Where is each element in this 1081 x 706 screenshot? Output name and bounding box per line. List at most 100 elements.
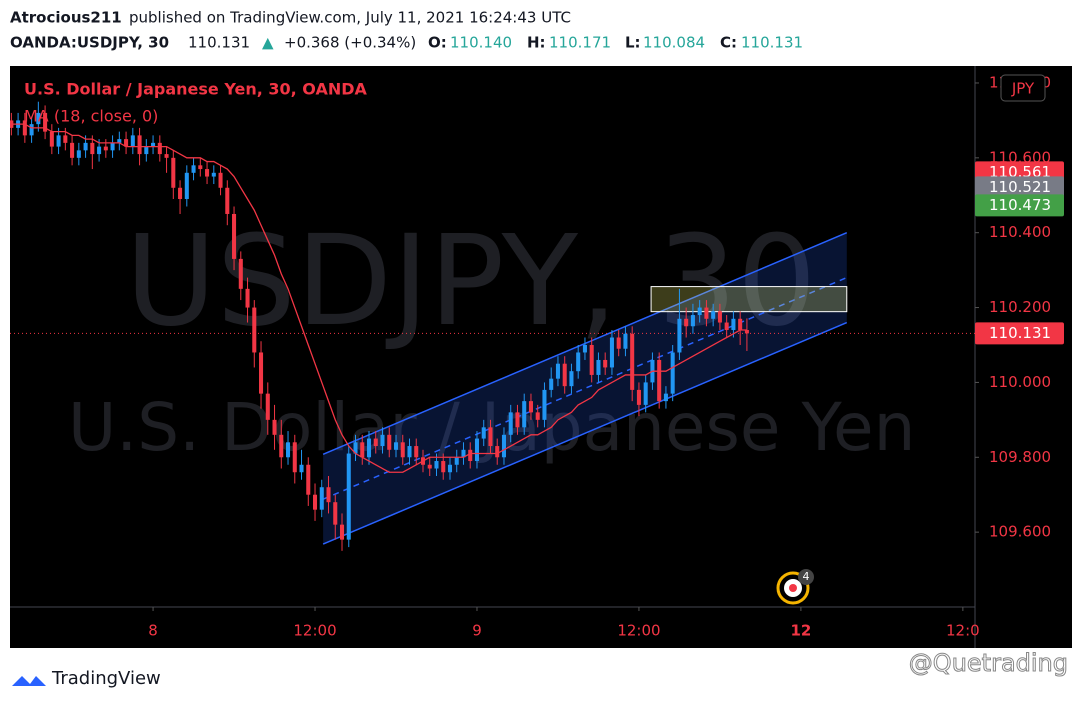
x-tick-label: 8 (148, 622, 158, 640)
candle-body (596, 359, 601, 375)
candle-body (738, 318, 743, 331)
alert-badge[interactable] (798, 569, 814, 585)
candle-body (157, 142, 162, 155)
candle-body (83, 142, 88, 151)
candle-body (124, 139, 129, 147)
candle-body (56, 135, 61, 147)
price-tag-label: 110.521 (989, 178, 1051, 196)
x-tick-label: 12:00 (293, 622, 336, 640)
candle-body (286, 442, 291, 458)
candle-body (474, 438, 480, 462)
candle-body (684, 318, 689, 327)
candle-body (481, 427, 486, 439)
y-tick-label: 110.000 (989, 373, 1051, 391)
candle-body (312, 494, 318, 510)
candle-body (663, 393, 668, 402)
candle-body (731, 318, 736, 331)
candle-body (454, 457, 459, 465)
candle-body (306, 464, 311, 495)
candle-body (711, 311, 716, 319)
publisher: Atrocious211 (10, 9, 122, 27)
candle-body (616, 337, 621, 349)
currency-button[interactable] (1000, 74, 1046, 102)
candle-body (380, 434, 385, 447)
candle-body (360, 442, 365, 458)
candle-body (515, 412, 520, 428)
candle-body (744, 330, 749, 334)
candle-body (178, 187, 183, 200)
candle-body (447, 464, 453, 473)
price-tag-label: 110.473 (989, 196, 1051, 214)
price-tag (975, 176, 1064, 199)
candle-body (724, 322, 729, 331)
o-value: 110.140 (450, 34, 512, 52)
candle-body (636, 389, 641, 405)
alert-count[interactable]: 4 (803, 570, 810, 583)
candle-body (339, 524, 345, 540)
candle-body (657, 359, 662, 402)
candle-body (670, 352, 675, 394)
candle-body (103, 146, 108, 151)
candle-body (225, 187, 230, 214)
candle-body (97, 146, 102, 155)
legend-title: U.S. Dollar / Japanese Yen, 30, OANDA (24, 80, 367, 99)
candle-body (549, 378, 554, 390)
candle-body (29, 124, 34, 136)
candle-body (22, 120, 27, 136)
candle-body (326, 487, 331, 503)
y-tick-label: 110.200 (989, 298, 1051, 316)
candle-body (373, 438, 378, 447)
candle-body (191, 165, 196, 173)
candle-body (252, 307, 257, 353)
candle-body (117, 139, 122, 143)
candle-body (90, 142, 95, 155)
candle-body (488, 427, 493, 447)
alert-dot[interactable] (789, 584, 797, 592)
candle-body (427, 464, 432, 469)
currency[interactable]: JPY (1011, 80, 1035, 98)
candle-body (387, 434, 392, 450)
symbol: OANDA:USDJPY, 30 (10, 34, 169, 52)
price-tag-label: 110.131 (989, 324, 1051, 342)
y-tick-label: 109.800 (989, 448, 1051, 466)
candle-body (508, 412, 513, 435)
channel-fill (323, 232, 847, 545)
alert-ring[interactable] (776, 571, 810, 605)
candle-body (555, 363, 560, 379)
h-value: 110.171 (549, 34, 611, 52)
candle-body (238, 258, 243, 289)
candle-body (630, 333, 635, 390)
candle-body (171, 157, 176, 188)
last-price: 110.131 (188, 34, 250, 52)
x-tick-label: 12:00 (617, 622, 660, 640)
brand[interactable]: TradingView (51, 668, 161, 689)
candle-body (576, 352, 581, 372)
candle-body (697, 307, 702, 316)
published: published on TradingView.com, July 11, 2… (129, 9, 571, 27)
l-label: L: (625, 34, 641, 52)
candle-body (49, 131, 54, 147)
candle-body (151, 142, 156, 147)
legend-ma: MA (18, close, 0) (24, 107, 158, 126)
candle-body (542, 389, 547, 420)
brand-logo[interactable] (12, 676, 46, 686)
candle-body (232, 213, 237, 259)
candle-body (272, 419, 277, 435)
candle-body (528, 401, 533, 413)
candle-body (333, 502, 338, 525)
plot (10, 101, 975, 551)
candle-body (468, 449, 473, 462)
candle-body (164, 154, 169, 158)
x-tick-label: 12:0 (946, 622, 980, 640)
candle-body (717, 311, 722, 323)
candle-body (218, 172, 223, 188)
c-value: 110.131 (741, 34, 803, 52)
candle-body (70, 142, 75, 158)
candle-body (623, 333, 628, 349)
candle-body (110, 142, 115, 151)
candle-body (407, 446, 412, 458)
h-label: H: (527, 34, 546, 52)
candle-body (603, 359, 608, 368)
c-label: C: (720, 34, 737, 52)
change: +0.368 (+0.34%) (284, 34, 416, 52)
